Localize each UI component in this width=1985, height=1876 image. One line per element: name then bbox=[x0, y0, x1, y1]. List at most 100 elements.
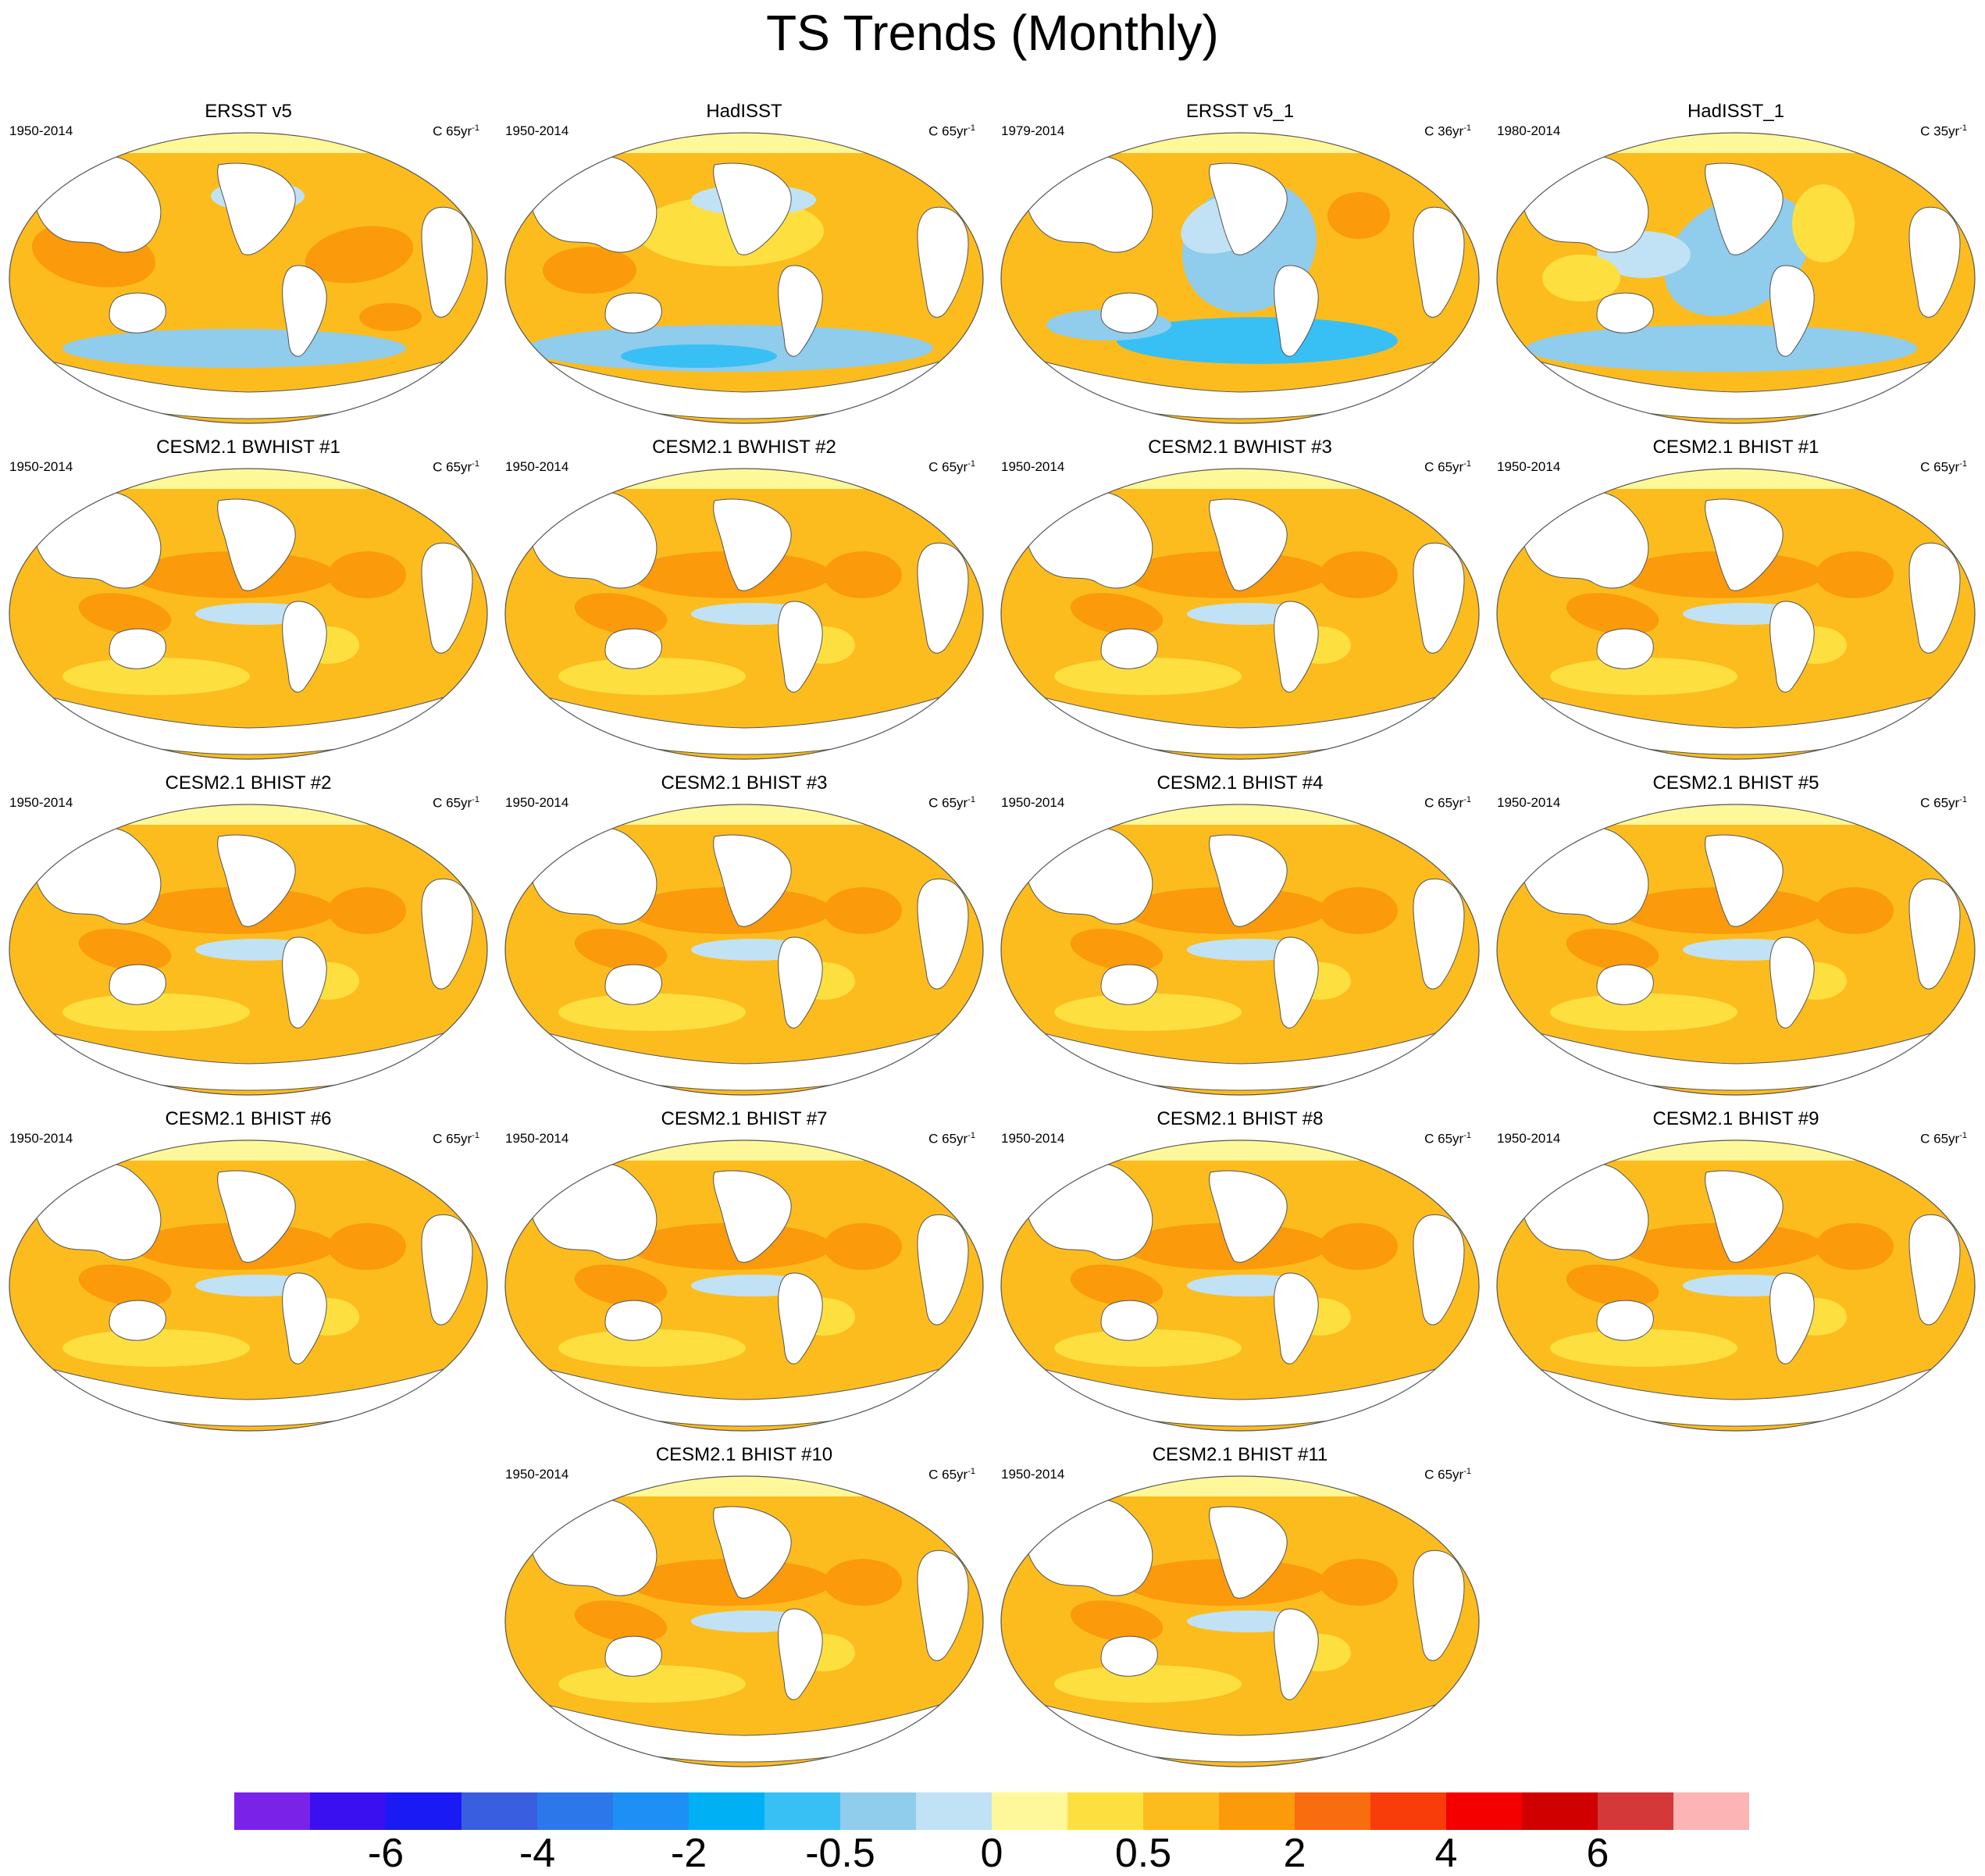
panel-period: 1950-2014 bbox=[505, 123, 569, 138]
colorbar-swatch bbox=[386, 1792, 462, 1830]
panel-period: 1950-2014 bbox=[9, 123, 73, 138]
panel-period: 1950-2014 bbox=[9, 795, 73, 810]
map-panel: CESM2.1 BWHIST #3 1950-2014 C 65yr-1 bbox=[992, 436, 1488, 764]
trend-map bbox=[9, 1140, 488, 1432]
trend-map bbox=[1000, 1140, 1480, 1432]
panel-title: CESM2.1 BHIST #10 bbox=[655, 1444, 833, 1465]
map-panel: CESM2.1 BHIST #5 1950-2014 C 65yr-1 bbox=[1488, 772, 1984, 1100]
map-panel: HadISST 1950-2014 C 65yr-1 bbox=[496, 100, 992, 428]
colorbar-swatch bbox=[1370, 1792, 1446, 1830]
colorbar-swatch bbox=[1295, 1792, 1370, 1830]
map-panel: CESM2.1 BHIST #11 1950-2014 C 65yr-1 bbox=[992, 1443, 1488, 1771]
panel-units: C 65yr-1 bbox=[928, 123, 975, 139]
colorbar-swatch bbox=[1446, 1792, 1522, 1830]
trend-map bbox=[1000, 1475, 1480, 1767]
map-panel: CESM2.1 BHIST #9 1950-2014 C 65yr-1 bbox=[1488, 1107, 1984, 1436]
colorbar-swatch bbox=[992, 1792, 1067, 1830]
panel-period: 1950-2014 bbox=[1001, 1131, 1065, 1146]
colorbar-tick-label: 4 bbox=[1434, 1831, 1458, 1876]
panel-title: CESM2.1 BWHIST #2 bbox=[652, 437, 836, 458]
panel-title: CESM2.1 BWHIST #3 bbox=[1148, 437, 1332, 458]
colorbar-swatch bbox=[1522, 1792, 1598, 1830]
panel-units: C 65yr-1 bbox=[433, 123, 479, 139]
panel-title: CESM2.1 BHIST #5 bbox=[1652, 772, 1819, 794]
map-panel: CESM2.1 BHIST #4 1950-2014 C 65yr-1 bbox=[992, 772, 1488, 1100]
panel-period: 1950-2014 bbox=[1001, 795, 1065, 810]
panel-title: CESM2.1 BHIST #9 bbox=[1652, 1108, 1819, 1129]
panel-period: 1950-2014 bbox=[1497, 459, 1561, 474]
colorbar-swatch bbox=[613, 1792, 689, 1830]
colorbar-swatch bbox=[916, 1792, 992, 1830]
panel-title: HadISST bbox=[706, 101, 782, 122]
colorbar-swatch bbox=[1598, 1792, 1673, 1830]
panel-period: 1950-2014 bbox=[1001, 459, 1065, 474]
map-panel: ERSST v5 1950-2014 C 65yr-1 bbox=[0, 100, 497, 428]
page-title: TS Trends (Monthly) bbox=[766, 5, 1219, 61]
colorbar-tick-label: -4 bbox=[519, 1831, 556, 1876]
colorbar-tick-label: -2 bbox=[670, 1831, 707, 1876]
colorbar-swatch bbox=[1673, 1792, 1749, 1830]
colorbar-swatch bbox=[764, 1792, 840, 1830]
panel-units: C 65yr-1 bbox=[928, 795, 975, 811]
trend-map bbox=[1496, 1140, 1976, 1432]
trend-map bbox=[1496, 468, 1976, 760]
map-panel: CESM2.1 BHIST #10 1950-2014 C 65yr-1 bbox=[496, 1443, 992, 1771]
panel-period: 1950-2014 bbox=[1001, 1467, 1065, 1482]
map-panel: CESM2.1 BHIST #2 1950-2014 C 65yr-1 bbox=[0, 772, 497, 1100]
panel-title: CESM2.1 BHIST #2 bbox=[165, 772, 332, 794]
colorbar-tick-label: 2 bbox=[1283, 1831, 1306, 1876]
colorbar-swatch bbox=[840, 1792, 916, 1830]
trend-map bbox=[504, 804, 984, 1096]
panel-title: CESM2.1 BHIST #7 bbox=[661, 1108, 828, 1129]
panel-units: C 36yr-1 bbox=[1424, 123, 1471, 139]
trend-map bbox=[1000, 804, 1480, 1096]
panel-title: CESM2.1 BHIST #4 bbox=[1156, 772, 1324, 794]
panel-units: C 65yr-1 bbox=[1920, 459, 1967, 475]
panel-units: C 35yr-1 bbox=[1920, 123, 1967, 139]
colorbar-swatch bbox=[689, 1792, 764, 1830]
panel-title: CESM2.1 BHIST #11 bbox=[1152, 1444, 1328, 1465]
panel-period: 1950-2014 bbox=[505, 459, 569, 474]
panel-title: CESM2.1 BWHIST #1 bbox=[156, 437, 340, 458]
panel-units: C 65yr-1 bbox=[433, 459, 479, 475]
panel-units: C 65yr-1 bbox=[1424, 1131, 1471, 1147]
panel-title: CESM2.1 BHIST #1 bbox=[1652, 437, 1819, 458]
trend-map bbox=[9, 468, 488, 760]
panel-period: 1950-2014 bbox=[505, 1467, 569, 1482]
map-panel: CESM2.1 BHIST #6 1950-2014 C 65yr-1 bbox=[0, 1107, 497, 1436]
panel-title: CESM2.1 BHIST #8 bbox=[1156, 1108, 1324, 1129]
panel-units: C 65yr-1 bbox=[1424, 795, 1471, 811]
panel-units: C 65yr-1 bbox=[433, 1131, 479, 1147]
panel-units: C 65yr-1 bbox=[928, 459, 975, 475]
panel-period: 1950-2014 bbox=[9, 1131, 73, 1146]
trend-map bbox=[9, 132, 488, 424]
panel-title: CESM2.1 BHIST #3 bbox=[661, 772, 828, 794]
panel-units: C 65yr-1 bbox=[928, 1467, 975, 1482]
colorbar-tick-label: -6 bbox=[367, 1831, 404, 1876]
colorbar-swatch bbox=[310, 1792, 386, 1830]
panel-title: CESM2.1 BHIST #6 bbox=[165, 1108, 332, 1129]
panel-period: 1950-2014 bbox=[505, 795, 569, 810]
trend-map bbox=[504, 132, 984, 424]
colorbar-tick-label: 0.5 bbox=[1114, 1831, 1172, 1876]
map-panel: CESM2.1 BHIST #1 1950-2014 C 65yr-1 bbox=[1488, 436, 1984, 764]
panel-units: C 65yr-1 bbox=[928, 1131, 975, 1147]
colorbar-tick-label: 6 bbox=[1586, 1831, 1609, 1876]
trend-map bbox=[1000, 468, 1480, 760]
map-panel: CESM2.1 BWHIST #2 1950-2014 C 65yr-1 bbox=[496, 436, 992, 764]
trend-map bbox=[504, 1140, 984, 1432]
panel-units: C 65yr-1 bbox=[433, 795, 479, 811]
panel-period: 1979-2014 bbox=[1001, 123, 1065, 138]
trend-map bbox=[504, 468, 984, 760]
trend-map bbox=[1000, 132, 1480, 424]
colorbar-swatch bbox=[234, 1792, 310, 1830]
map-panel: CESM2.1 BHIST #3 1950-2014 C 65yr-1 bbox=[496, 772, 992, 1100]
colorbar-tick-label: 0 bbox=[980, 1831, 1003, 1876]
trend-map bbox=[1496, 132, 1976, 424]
panel-units: C 65yr-1 bbox=[1424, 1467, 1471, 1482]
map-panel: CESM2.1 BHIST #8 1950-2014 C 65yr-1 bbox=[992, 1107, 1488, 1436]
colorbar bbox=[234, 1792, 1749, 1830]
panel-period: 1980-2014 bbox=[1497, 123, 1561, 138]
map-panel-grid: ERSST v5 1950-2014 C 65yr-1 HadISST 1950-201… bbox=[0, 100, 1984, 1767]
panel-units: C 65yr-1 bbox=[1920, 795, 1967, 811]
